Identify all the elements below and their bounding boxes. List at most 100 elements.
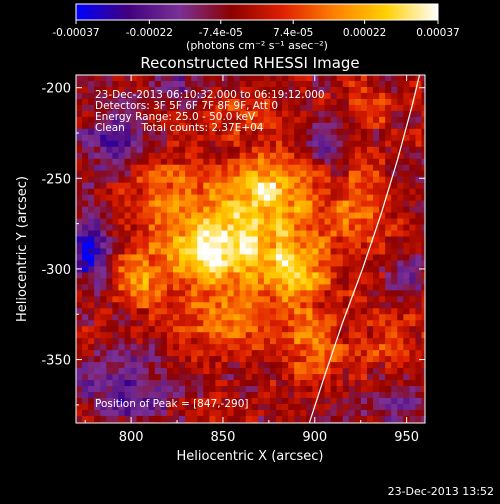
heatmap-cell <box>269 128 277 136</box>
heatmap-cell <box>403 272 410 279</box>
heatmap-cell <box>288 116 295 124</box>
heatmap-cell <box>300 308 307 315</box>
heatmap-cell <box>366 140 374 148</box>
heatmap-cell <box>403 200 410 208</box>
heatmap-cell <box>379 356 386 363</box>
heatmap-cell <box>403 374 410 381</box>
heatmap-cell <box>257 176 265 184</box>
heatmap-cell <box>112 320 119 327</box>
heatmap-cell <box>421 104 425 112</box>
heatmap-cell <box>148 164 156 172</box>
heatmap-cell <box>245 308 253 315</box>
heatmap-cell <box>306 248 313 255</box>
heatmap-cell <box>318 152 326 160</box>
heatmap-cell <box>269 338 277 345</box>
heatmap-cell <box>227 254 235 261</box>
heatmap-cell <box>354 254 362 261</box>
heatmap-cell <box>76 146 83 154</box>
heatmap-cell <box>257 224 265 232</box>
heatmap-cell <box>124 128 132 136</box>
heatmap-cell <box>82 104 89 112</box>
heatmap-cell <box>403 392 410 399</box>
heatmap-cell <box>276 314 283 321</box>
heatmap-cell <box>124 386 132 393</box>
heatmap-cell <box>106 386 113 393</box>
heatmap-cell <box>106 332 113 339</box>
heatmap-cell <box>257 164 265 172</box>
heatmap-cell <box>239 308 247 315</box>
heatmap-cell <box>76 362 83 369</box>
heatmap-cell <box>239 224 247 232</box>
heatmap-cell <box>227 320 235 327</box>
heatmap-cell <box>76 224 83 232</box>
heatmap-cell <box>245 98 253 106</box>
heatmap-cell <box>124 356 132 363</box>
heatmap-cell <box>257 320 265 327</box>
heatmap-cell <box>160 308 168 315</box>
heatmap-cell <box>100 332 107 339</box>
heatmap-cell <box>112 421 119 423</box>
heatmap-cell <box>318 338 326 345</box>
heatmap-cell <box>88 397 95 405</box>
heatmap-cell <box>94 302 101 309</box>
heatmap-cell <box>94 164 101 172</box>
heatmap-cell <box>172 350 180 357</box>
heatmap-cell <box>391 116 398 124</box>
heatmap-cell <box>227 80 235 88</box>
heatmap-cell <box>160 242 168 249</box>
heatmap-cell <box>415 188 423 196</box>
heatmap-cell <box>318 362 326 369</box>
heatmap-cell <box>245 272 253 279</box>
heatmap-cell <box>342 260 350 267</box>
heatmap-cell <box>373 92 380 100</box>
heatmap-cell <box>130 128 138 136</box>
heatmap-cell <box>124 302 132 309</box>
heatmap-cell <box>215 182 223 190</box>
heatmap-cell <box>421 236 425 243</box>
x-axis-label: Heliocentric X (arcsec) <box>177 449 324 464</box>
heatmap-cell <box>166 338 174 345</box>
heatmap-cell <box>227 188 235 196</box>
heatmap-cell <box>154 164 162 172</box>
heatmap-cell <box>385 254 392 261</box>
heatmap-cell <box>391 206 398 214</box>
heatmap-cell <box>276 104 283 112</box>
heatmap-cell <box>160 356 168 363</box>
heatmap-cell <box>118 350 126 357</box>
heatmap-cell <box>403 332 410 339</box>
heatmap-cell <box>300 242 307 249</box>
heatmap-cell <box>415 200 423 208</box>
heatmap-cell <box>118 194 126 202</box>
heatmap-cell <box>415 326 423 333</box>
heatmap-cell <box>397 415 404 423</box>
heatmap-cell <box>403 326 410 333</box>
heatmap-cell <box>373 248 380 255</box>
heatmap-cell <box>221 116 229 124</box>
heatmap-cell <box>373 86 380 94</box>
heatmap-cell <box>100 176 107 184</box>
heatmap-cell <box>409 356 417 363</box>
x-axis-ticks: 800 850 900 950 <box>84 75 419 445</box>
heatmap-cell <box>251 254 259 261</box>
heatmap-cell <box>239 356 247 363</box>
heatmap-cell <box>348 92 356 100</box>
heatmap-cell <box>288 224 295 232</box>
heatmap-cell <box>397 397 404 405</box>
heatmap-cell <box>324 415 332 423</box>
heatmap-cell <box>312 320 320 327</box>
heatmap-cell <box>354 110 362 118</box>
heatmap-cell <box>215 403 223 411</box>
heatmap-cell <box>300 320 307 327</box>
heatmap-cell <box>385 409 392 417</box>
heatmap-cell <box>197 164 204 172</box>
heatmap-cell <box>185 397 192 405</box>
heatmap-cell <box>118 80 126 88</box>
heatmap-cell <box>227 290 235 297</box>
heatmap-cell <box>130 278 138 285</box>
heatmap-cell <box>76 368 83 375</box>
heatmap-cell <box>221 146 229 154</box>
heatmap-cell <box>415 230 423 238</box>
heatmap-cell <box>330 397 338 405</box>
heatmap-cell <box>166 104 174 112</box>
heatmap-cell <box>118 320 126 327</box>
